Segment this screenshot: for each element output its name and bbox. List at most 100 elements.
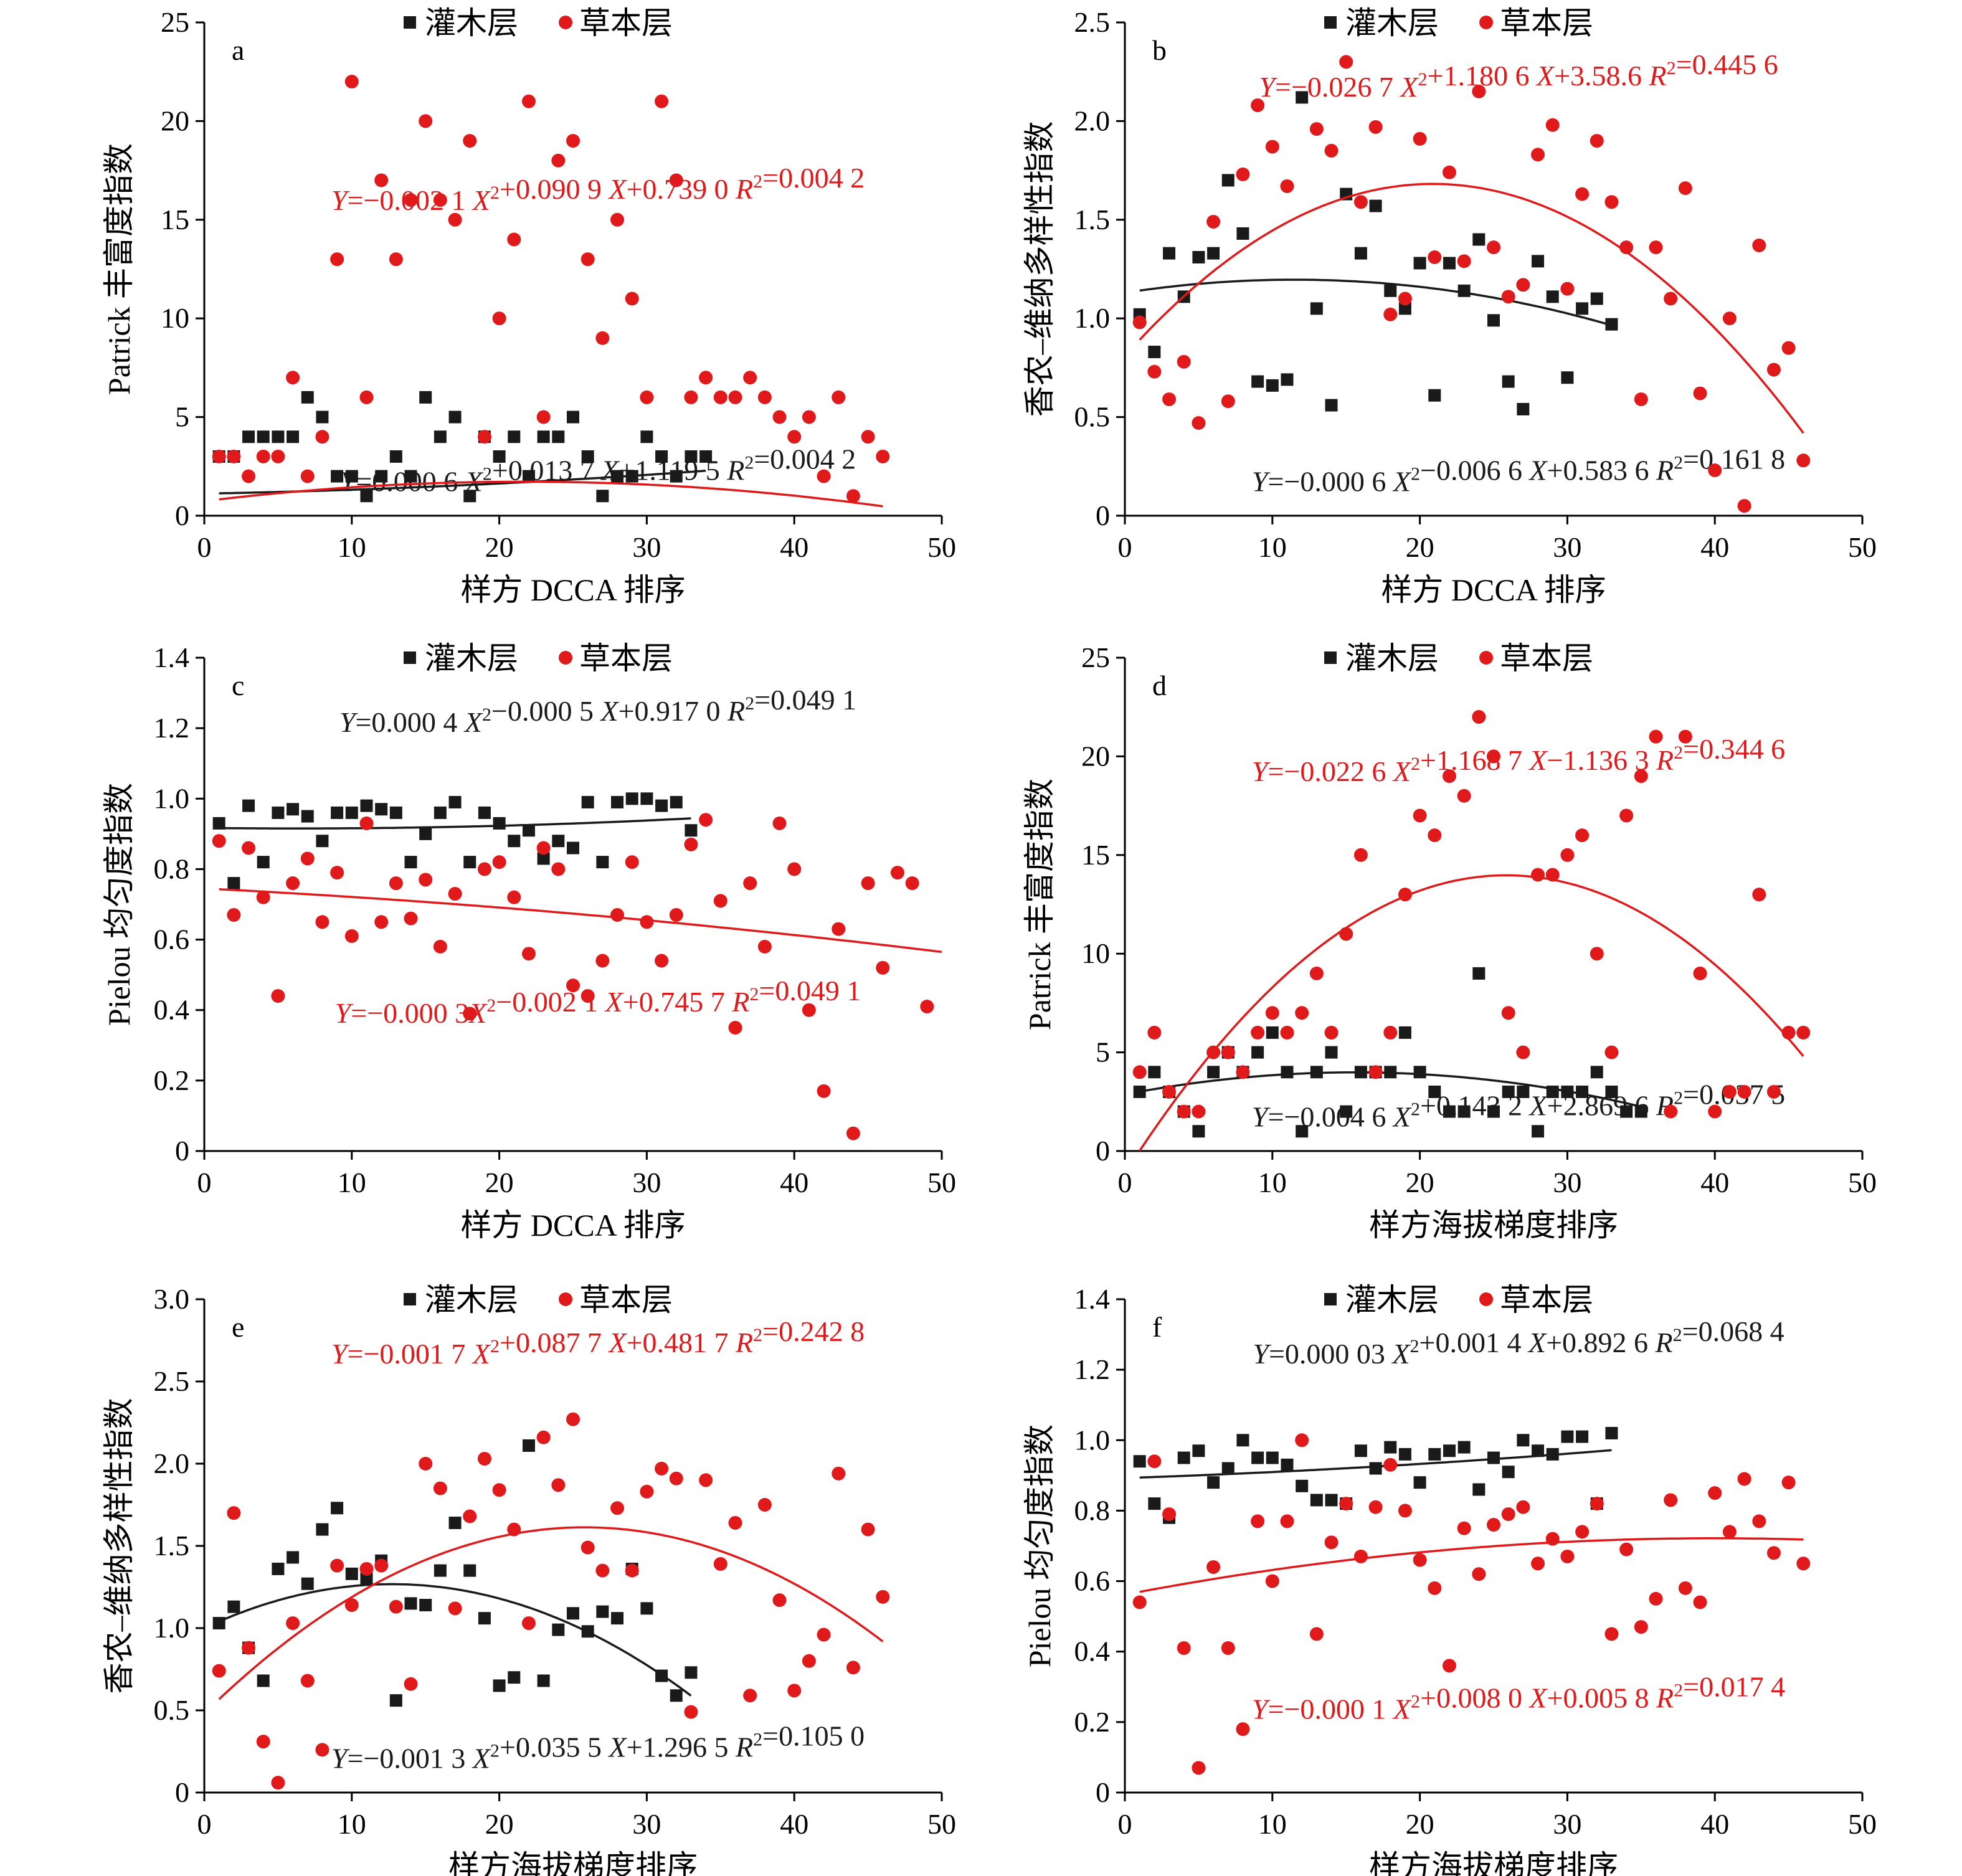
legend: 灌木层 草本层: [404, 1282, 673, 1317]
data-point-herb: [507, 1522, 521, 1537]
data-point-shrub: [1354, 1444, 1367, 1457]
panel-label: a: [232, 34, 244, 66]
data-point-shrub: [1398, 1026, 1411, 1039]
data-point-herb: [1251, 98, 1265, 113]
data-point-shrub: [596, 856, 609, 869]
data-point-herb: [404, 193, 418, 207]
data-point-herb: [389, 1599, 403, 1614]
data-point-shrub: [375, 470, 388, 483]
data-point-herb: [271, 449, 285, 463]
data-point-herb: [1487, 1518, 1500, 1532]
data-point-shrub: [1398, 1447, 1411, 1461]
x-tick-label: 50: [927, 531, 956, 563]
y-tick-label: 0: [175, 1776, 189, 1808]
data-point-shrub: [1457, 1441, 1471, 1454]
data-point-herb: [433, 1481, 447, 1495]
data-point-shrub: [567, 410, 579, 424]
data-point-herb: [1634, 1620, 1648, 1634]
data-point-herb: [1649, 1591, 1663, 1606]
data-point-herb: [448, 887, 462, 901]
data-point-herb: [1295, 1006, 1309, 1020]
x-tick-label: 0: [1118, 1808, 1132, 1840]
x-tick-label: 50: [927, 1167, 956, 1198]
data-point-herb: [1309, 1627, 1324, 1641]
data-point-shrub: [1163, 247, 1176, 260]
data-point-shrub: [434, 806, 447, 819]
data-point-shrub: [1517, 1085, 1530, 1098]
data-point-shrub: [1384, 1441, 1397, 1454]
data-point-herb: [1678, 181, 1692, 196]
data-point-shrub: [685, 1666, 698, 1679]
data-point-shrub: [1296, 91, 1309, 104]
data-point-shrub: [360, 490, 373, 503]
legend-label-shrub: 灌木层: [425, 641, 518, 676]
data-point-herb: [625, 291, 639, 306]
y-tick-label: 1.4: [1074, 1283, 1111, 1315]
data-point-shrub: [419, 1599, 432, 1612]
data-point-herb: [1428, 1581, 1442, 1595]
legend-marker-herb: [1479, 16, 1493, 29]
data-point-herb: [1353, 1549, 1368, 1563]
data-point-herb: [699, 371, 713, 385]
data-point-herb: [1708, 1486, 1722, 1500]
data-point-herb: [404, 1677, 418, 1691]
data-point-herb: [1368, 1065, 1383, 1079]
y-tick-label: 1.0: [154, 1612, 190, 1644]
data-point-herb: [1516, 1045, 1530, 1059]
data-point-herb: [536, 1430, 551, 1444]
data-point-shrub: [1296, 1125, 1309, 1138]
data-point-herb: [1501, 1507, 1515, 1522]
data-point-herb: [757, 390, 772, 404]
data-point-herb: [640, 915, 654, 929]
data-point-herb: [1781, 341, 1796, 355]
data-point-herb: [521, 1616, 536, 1631]
legend-marker-herb: [559, 1292, 572, 1306]
data-point-shrub: [567, 841, 579, 855]
y-tick-label: 1.0: [1074, 302, 1111, 334]
data-point-herb: [1708, 1104, 1722, 1119]
data-point-shrub: [1310, 1494, 1323, 1507]
data-point-shrub: [1340, 1105, 1353, 1118]
y-tick-label: 20: [161, 105, 189, 136]
legend: 灌木层 草本层: [1324, 6, 1593, 40]
data-point-herb: [536, 841, 551, 855]
data-point-shrub: [1236, 1434, 1249, 1447]
equation-shrub: Y=0.000 6 X2+0.013 7 X+1.119 5 R2=0.004 …: [340, 443, 856, 498]
data-point-shrub: [316, 410, 329, 424]
data-point-shrub: [1192, 1444, 1205, 1457]
data-point-herb: [581, 989, 595, 1003]
data-point-herb: [271, 1776, 285, 1790]
y-axis-label: 香农–维纳多样性指数: [1022, 121, 1057, 417]
data-point-herb: [772, 816, 787, 830]
data-point-herb: [551, 153, 566, 168]
data-point-shrub: [272, 430, 285, 443]
data-point-herb: [787, 1684, 802, 1698]
data-point-shrub: [1266, 379, 1279, 392]
data-point-herb: [1664, 1493, 1678, 1507]
data-point-herb: [1236, 1722, 1250, 1736]
data-point-shrub: [1620, 1105, 1633, 1118]
data-point-shrub: [596, 490, 609, 503]
data-point-shrub: [345, 806, 358, 819]
panel-c: 0 0.2 0.4 0.6 0.8 1.0 1.2 1.4 0 10 20 30 40 50 样方 DCCA…: [102, 641, 956, 1243]
data-point-herb: [743, 876, 757, 891]
data-point-herb: [728, 390, 742, 404]
data-point-shrub: [1561, 371, 1574, 384]
data-point-shrub: [1428, 1447, 1441, 1461]
data-point-shrub: [257, 1674, 270, 1687]
x-tick-label: 10: [338, 1167, 366, 1198]
x-axis-label: 样方 DCCA 排序: [460, 572, 685, 607]
data-point-herb: [286, 371, 300, 385]
data-point-herb: [1236, 1065, 1250, 1079]
data-point-shrub: [1532, 1444, 1545, 1457]
data-point-shrub: [331, 806, 344, 819]
data-point-herb: [876, 449, 890, 463]
data-point-herb: [669, 173, 683, 187]
data-point-shrub: [1457, 1105, 1471, 1118]
data-point-herb: [1619, 1542, 1634, 1556]
data-point-shrub: [301, 391, 314, 404]
data-point-herb: [1398, 1504, 1412, 1518]
x-tick-label: 10: [338, 1808, 366, 1840]
legend-label-shrub: 灌木层: [425, 6, 518, 40]
legend-label-herb: 草本层: [579, 641, 673, 676]
